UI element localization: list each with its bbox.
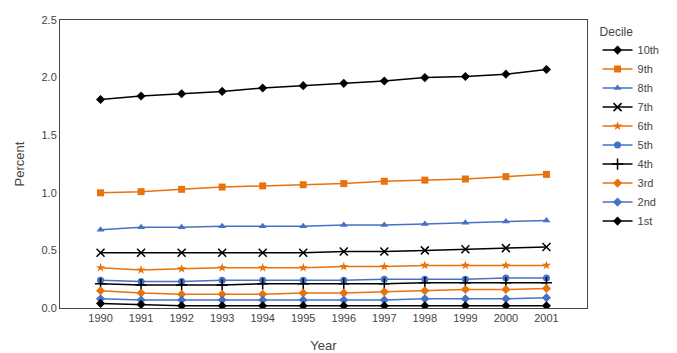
svg-text:1998: 1998 xyxy=(413,312,437,324)
svg-text:10th: 10th xyxy=(638,44,659,56)
svg-text:2.5: 2.5 xyxy=(42,14,57,26)
svg-text:1.0: 1.0 xyxy=(42,187,57,199)
svg-text:1.5: 1.5 xyxy=(42,129,57,141)
svg-text:7th: 7th xyxy=(638,101,653,113)
svg-text:1997: 1997 xyxy=(372,312,396,324)
svg-text:4th: 4th xyxy=(638,158,653,170)
svg-text:1999: 1999 xyxy=(453,312,477,324)
svg-text:0.5: 0.5 xyxy=(42,244,57,256)
svg-text:Percent: Percent xyxy=(12,141,27,186)
svg-text:Decile: Decile xyxy=(600,25,634,39)
svg-text:2nd: 2nd xyxy=(638,196,656,208)
svg-text:2000: 2000 xyxy=(494,312,518,324)
svg-text:6th: 6th xyxy=(638,120,653,132)
svg-text:2.0: 2.0 xyxy=(42,71,57,83)
svg-text:9th: 9th xyxy=(638,63,653,75)
svg-text:1994: 1994 xyxy=(250,312,274,324)
svg-text:1996: 1996 xyxy=(332,312,356,324)
svg-text:1995: 1995 xyxy=(291,312,315,324)
svg-text:Year: Year xyxy=(310,338,337,353)
svg-text:1993: 1993 xyxy=(210,312,234,324)
svg-text:3rd: 3rd xyxy=(638,177,654,189)
svg-text:2001: 2001 xyxy=(534,312,558,324)
svg-text:0.0: 0.0 xyxy=(42,302,57,314)
svg-text:1991: 1991 xyxy=(129,312,153,324)
svg-text:1992: 1992 xyxy=(169,312,193,324)
svg-text:8th: 8th xyxy=(638,82,653,94)
svg-text:5th: 5th xyxy=(638,139,653,151)
svg-text:1st: 1st xyxy=(638,215,653,227)
svg-text:1990: 1990 xyxy=(88,312,112,324)
